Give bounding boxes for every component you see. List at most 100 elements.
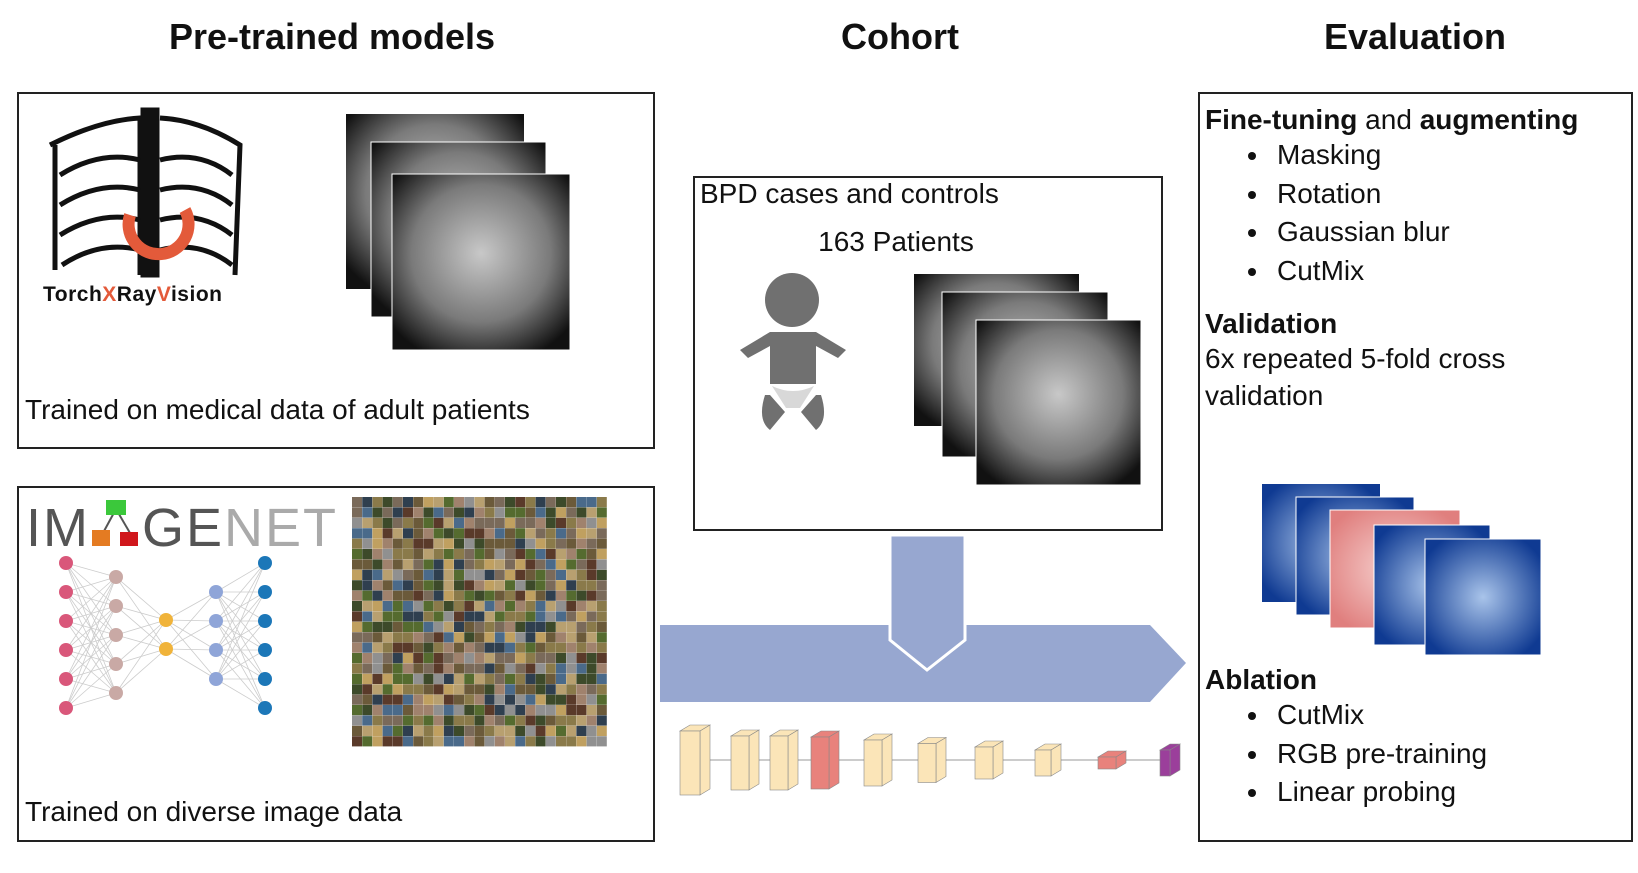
thumbnail xyxy=(545,590,556,601)
thumbnail xyxy=(596,559,607,570)
thumbnail xyxy=(433,621,444,632)
thumbnail xyxy=(362,590,373,601)
thumbnail xyxy=(403,569,413,580)
thumbnail xyxy=(515,611,526,622)
panel xyxy=(693,176,1163,531)
thumbnail xyxy=(454,736,464,747)
logo-part: GE xyxy=(142,498,225,558)
thumbnail xyxy=(576,673,587,684)
caption: Trained on diverse image data xyxy=(25,796,403,827)
edge xyxy=(165,648,217,651)
thumbnail xyxy=(464,653,475,664)
thumbnail xyxy=(392,611,403,622)
thumbnail xyxy=(352,621,362,632)
thumbnail xyxy=(566,549,577,560)
thumbnail xyxy=(525,736,536,747)
thumbnail xyxy=(413,684,424,695)
thumbnail xyxy=(556,559,566,570)
thumbnail xyxy=(362,663,373,674)
thumbnail xyxy=(484,663,495,674)
thumbnail xyxy=(535,611,546,622)
thumbnail xyxy=(454,497,464,508)
thumbnail xyxy=(596,694,607,705)
thumbnail xyxy=(576,559,587,570)
thumbnail xyxy=(352,673,362,684)
thumbnail xyxy=(433,694,444,705)
thumbnail xyxy=(423,590,434,601)
thumbnail xyxy=(372,517,383,528)
thumbnail xyxy=(586,736,597,747)
thumbnail xyxy=(494,497,505,508)
network-architecture xyxy=(678,724,1182,796)
thumbnail xyxy=(494,736,505,747)
layer-block xyxy=(992,740,1004,780)
thumbnail xyxy=(596,621,607,632)
thumbnail xyxy=(545,673,556,684)
thumbnail xyxy=(392,632,403,643)
thumbnail xyxy=(382,549,393,560)
thumbnail xyxy=(586,705,597,716)
thumbnail xyxy=(505,705,515,716)
thumbnail xyxy=(443,725,454,736)
thumbnail xyxy=(433,684,444,695)
thumbnail xyxy=(382,715,393,726)
thumbnail xyxy=(474,569,485,580)
thumbnail xyxy=(362,715,373,726)
thumbnail xyxy=(474,517,485,528)
edge xyxy=(115,648,167,694)
neural-network xyxy=(59,556,272,715)
thumbnail xyxy=(474,611,485,622)
thumbnail xyxy=(576,549,587,560)
thumbnail xyxy=(392,517,403,528)
thumbnail xyxy=(372,684,383,695)
thumbnail xyxy=(372,538,383,549)
thumbnail xyxy=(372,621,383,632)
thumbnail xyxy=(505,684,515,695)
thumbnail xyxy=(423,601,434,612)
thumbnail xyxy=(413,663,424,674)
thumbnail xyxy=(423,663,434,674)
thumbnail xyxy=(464,642,475,653)
list-item: CutMix xyxy=(1271,252,1630,291)
thumbnail xyxy=(545,497,556,508)
thumbnail xyxy=(392,642,403,653)
node xyxy=(109,599,123,613)
thumbnail xyxy=(423,497,434,508)
edge xyxy=(215,678,266,709)
panel xyxy=(1198,92,1633,842)
thumbnail xyxy=(362,642,373,653)
thumbnail xyxy=(392,580,403,591)
node xyxy=(209,643,223,657)
thumbnail xyxy=(474,684,485,695)
node xyxy=(209,585,223,599)
thumbnail xyxy=(382,569,393,580)
thumbnail xyxy=(596,632,607,643)
thumbnail xyxy=(362,497,373,508)
layer-block xyxy=(1169,743,1181,777)
section-heading: Validation xyxy=(1205,308,1338,339)
thumbnail xyxy=(545,580,556,591)
thumbnail xyxy=(362,601,373,612)
thumbnail xyxy=(535,653,546,664)
thumbnail xyxy=(586,590,597,601)
layer-block xyxy=(1034,749,1052,777)
thumbnail xyxy=(443,705,454,716)
thumbnail xyxy=(423,642,434,653)
thumbnail xyxy=(433,569,444,580)
node xyxy=(109,686,123,700)
thumbnail xyxy=(403,694,413,705)
thumbnail xyxy=(545,601,556,612)
thumbnail xyxy=(413,517,424,528)
thumbnail xyxy=(372,705,383,716)
thumbnail xyxy=(566,507,577,518)
thumbnail xyxy=(596,590,607,601)
thumbnail xyxy=(474,736,485,747)
thumbnail xyxy=(443,632,454,643)
thumbnail xyxy=(433,736,444,747)
thumbnail xyxy=(525,725,536,736)
thumbnail xyxy=(576,621,587,632)
thumbnail xyxy=(392,736,403,747)
thumbnail xyxy=(515,663,526,674)
thumbnail xyxy=(474,580,485,591)
list-item: Rotation xyxy=(1271,175,1630,214)
